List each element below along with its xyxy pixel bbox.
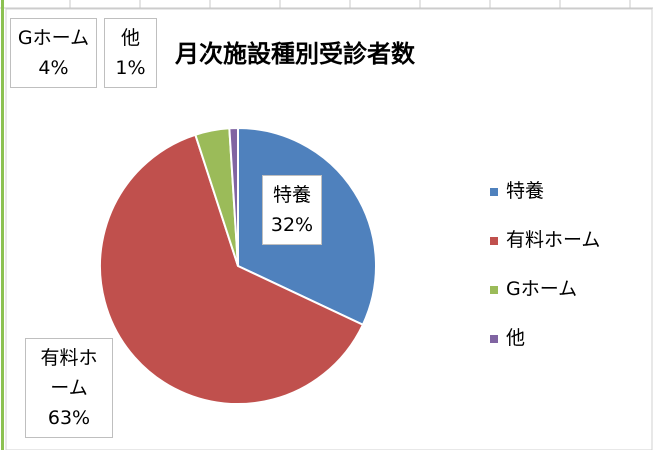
data-label-value: 4% xyxy=(38,57,69,79)
legend-entry: 他 xyxy=(490,323,525,350)
data-label: Gホーム 4% xyxy=(10,18,97,88)
legend-swatch xyxy=(490,334,498,343)
data-label-category: 他 xyxy=(120,27,140,49)
legend-entry: Gホーム xyxy=(490,274,577,301)
data-label-category: Gホーム xyxy=(17,27,90,49)
legend-swatch xyxy=(490,285,498,294)
data-label-value: 63% xyxy=(47,407,91,429)
legend-entry: 有料ホーム xyxy=(490,225,600,252)
legend-label: 特養 xyxy=(506,180,545,202)
data-label-value: 32% xyxy=(270,214,314,236)
legend-swatch xyxy=(490,187,498,196)
legend-label: Gホーム xyxy=(506,278,578,300)
data-label-category: 特養 xyxy=(272,184,311,206)
chart-title: 月次施設種別受診者数 xyxy=(175,40,415,68)
data-label: 特養 32% xyxy=(262,175,322,245)
legend-entry: 特養 xyxy=(490,176,544,203)
pie-slice xyxy=(228,126,239,267)
chart-frame xyxy=(5,8,653,450)
pie xyxy=(99,126,377,405)
data-label: 他 1% xyxy=(104,18,157,88)
data-label: 有料ホーム 63% xyxy=(25,338,113,438)
data-label-category: 有料ホーム xyxy=(40,347,98,399)
data-label-value: 1% xyxy=(115,57,146,79)
pie-slice xyxy=(99,133,365,405)
legend-swatch xyxy=(490,236,498,245)
sheet-grid xyxy=(0,0,653,9)
legend-label: 有料ホーム xyxy=(506,229,601,251)
legend-label: 他 xyxy=(506,327,526,349)
sheet-border xyxy=(1,0,4,450)
